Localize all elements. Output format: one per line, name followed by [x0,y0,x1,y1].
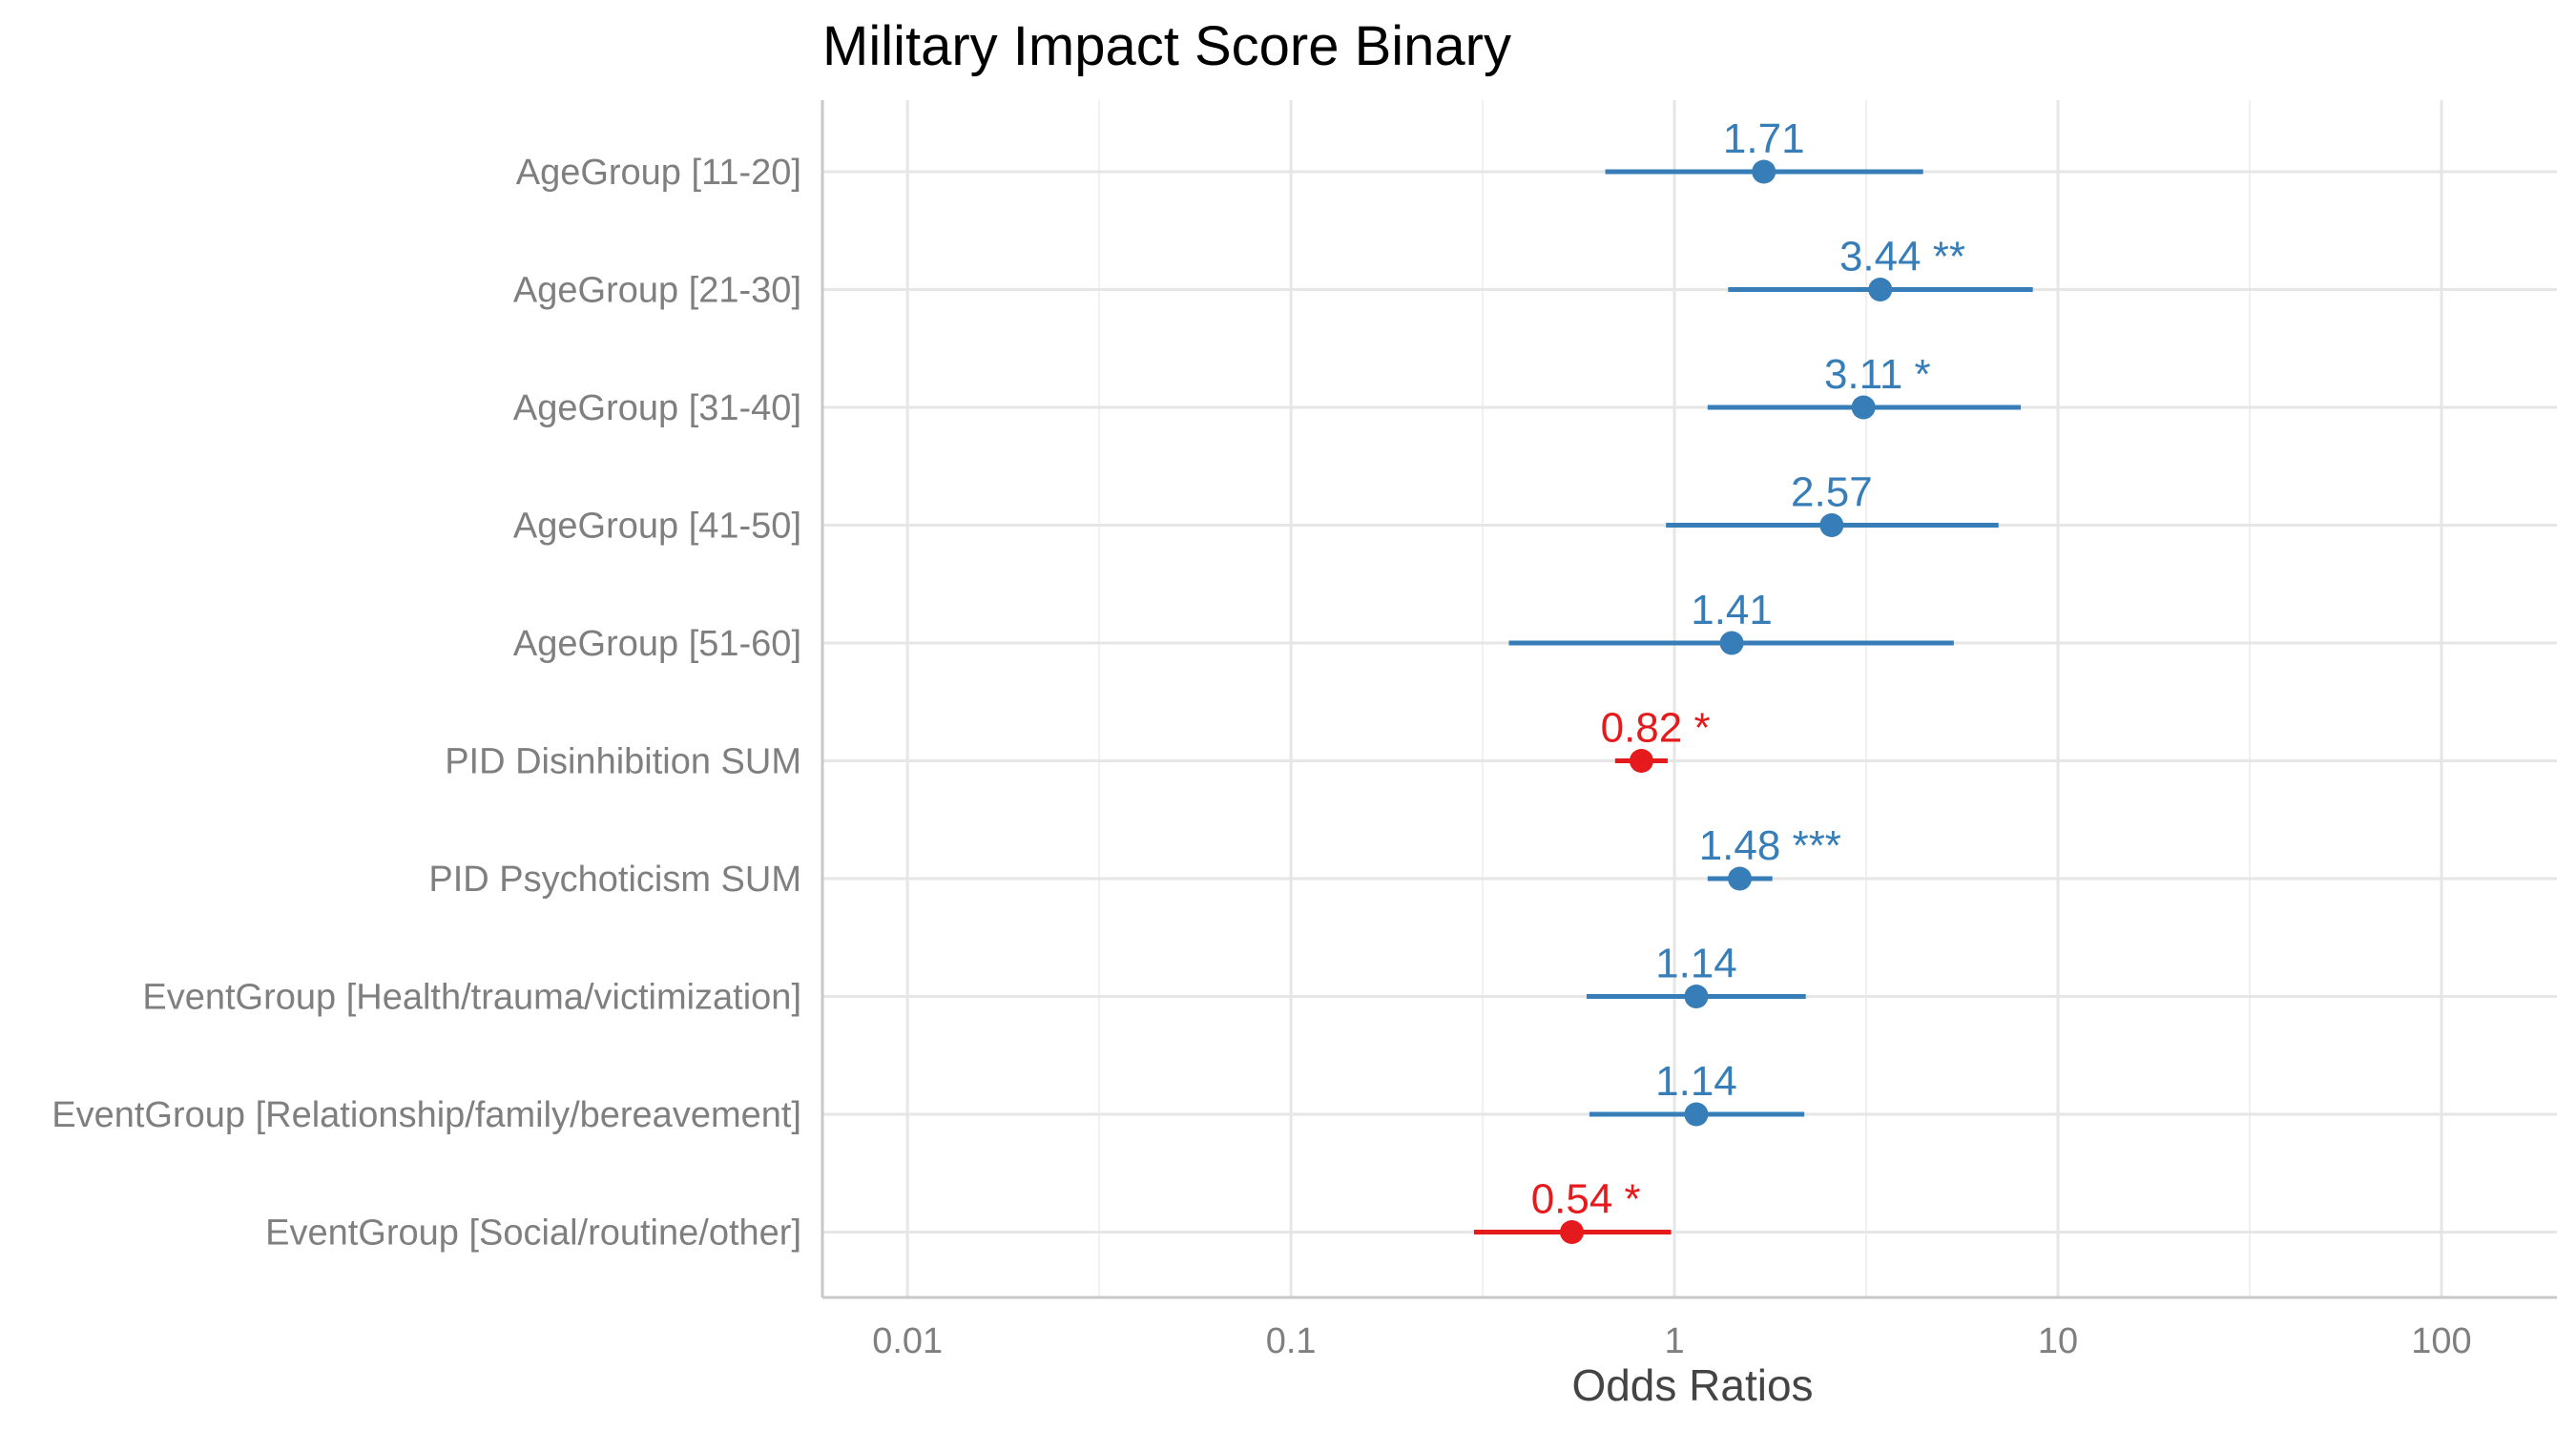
estimate-value-label: 1.14 [1655,1058,1737,1105]
y-term-label: AgeGroup [51-60] [513,624,801,664]
estimate-value-label: 1.48 *** [1699,822,1841,869]
y-axis-labels: AgeGroup [11-20] AgeGroup [21-30] AgeGroup… [52,153,801,1254]
estimate-value-label: 1.14 [1655,941,1737,987]
chart-title: Military Impact Score Binary [822,15,1511,77]
estimate-point [1868,278,1893,301]
y-term-label: AgeGroup [11-20] [516,153,801,193]
estimate-point [1684,985,1709,1008]
x-axis-tick-labels: 0.01 0.1 1 10 100 [872,1321,2472,1361]
y-term-label: AgeGroup [31-40] [513,388,801,428]
estimate-point [1684,1102,1709,1127]
x-axis-title: Odds Ratios [1571,1360,1813,1410]
y-term-label: EventGroup [Relationship/family/bereavem… [52,1095,801,1135]
axes [821,100,2557,1299]
estimate-value-label: 3.11 * [1824,351,1931,398]
estimate-value-label: 2.57 [1791,469,1873,516]
y-term-label: EventGroup [Health/trauma/victimization] [142,978,801,1018]
estimate-value-label: 1.41 [1691,587,1773,633]
estimate-point [1719,631,1744,655]
estimate-point [1819,513,1844,537]
x-tick-label: 1 [1665,1321,1685,1361]
estimate-value-label: 3.44 ** [1839,234,1965,280]
y-term-label: EventGroup [Social/routine/other] [265,1213,801,1254]
estimate-point [1851,395,1876,420]
x-tick-label: 0.01 [872,1321,943,1361]
estimate-marks: 1.71 3.44 ** 3.11 * 2.57 1.41 0.82 * 1.48 *** 1… [1473,115,2033,1244]
y-term-label: PID Disinhibition SUM [445,742,801,782]
estimate-value-label: 0.54 * [1531,1176,1641,1223]
x-tick-label: 100 [2411,1321,2471,1361]
estimate-value-label: 0.82 * [1601,705,1711,752]
y-term-label: AgeGroup [21-30] [513,271,801,311]
estimate-point [1752,159,1776,184]
y-term-label: AgeGroup [41-50] [513,507,801,547]
y-term-label: PID Psychoticism SUM [428,860,801,900]
estimate-value-label: 1.71 [1723,115,1805,162]
estimate-point [1728,866,1753,891]
estimate-point [1560,1220,1585,1244]
estimate-point [1629,749,1653,773]
x-tick-label: 10 [2038,1321,2078,1361]
x-tick-label: 0.1 [1266,1321,1317,1361]
